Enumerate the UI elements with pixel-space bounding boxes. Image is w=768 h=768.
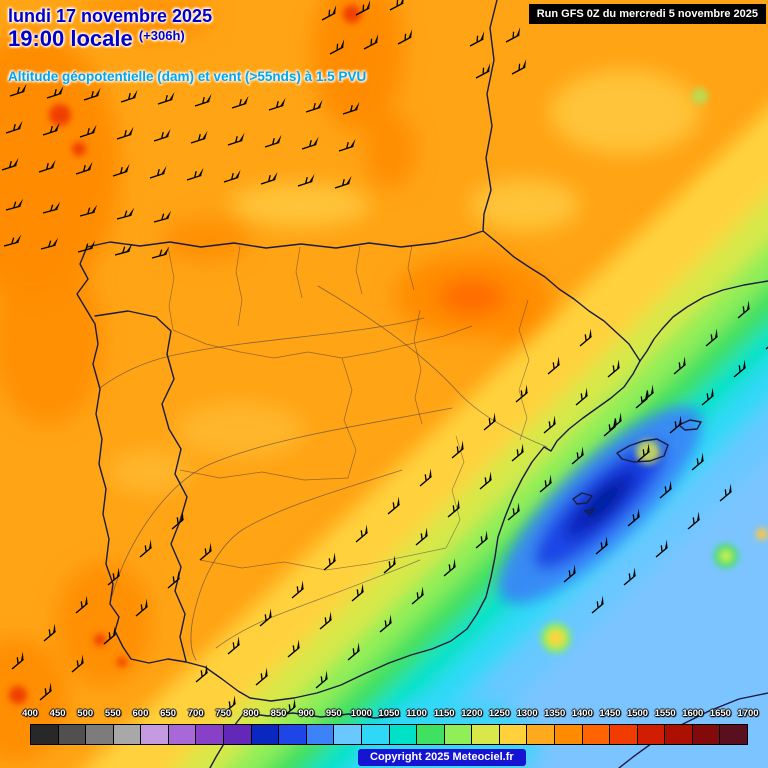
river-guadalquivir <box>215 559 421 649</box>
colorbar-cell <box>417 725 445 744</box>
colorbar-labels: 400 450 500 550 600 650 700 750 800 850 900 950 1000… <box>22 708 759 721</box>
forecast-date: lundi 17 novembre 2025 <box>8 6 213 26</box>
colorbar-value: 600 <box>132 708 149 719</box>
colorbar-cell <box>389 725 418 744</box>
colorbar-cell <box>554 725 583 744</box>
colorbar-value: 1600 <box>682 708 704 719</box>
island-menorca <box>678 419 702 431</box>
colorbar-cell <box>582 725 611 744</box>
colorbar: 400 450 500 550 600 650 700 750 800 850 900 950 1000… <box>22 708 759 750</box>
colorbar-cell <box>279 725 307 744</box>
coastline-iberia-france <box>76 0 768 702</box>
river-guadiana <box>190 469 403 661</box>
colorbar-value: 450 <box>49 708 66 719</box>
river-duero <box>99 317 425 389</box>
river-ebro <box>317 285 548 448</box>
colorbar-value: 1100 <box>406 708 427 719</box>
island-formentera <box>584 508 595 515</box>
colorbar-cell <box>472 725 500 744</box>
colorbar-value: 700 <box>187 708 204 719</box>
colorbar-cell <box>251 725 280 744</box>
colorbar-cell <box>527 725 555 744</box>
colorbar-value: 1200 <box>461 708 483 719</box>
colorbar-value: 850 <box>270 708 287 719</box>
colorbar-value: 550 <box>104 708 121 719</box>
copyright-badge: Copyright 2025 Meteociel.fr <box>358 749 526 766</box>
colorbar-value: 1550 <box>654 708 676 719</box>
colorbar-cell <box>334 725 362 744</box>
colorbar-cells <box>30 724 748 745</box>
colorbar-cell <box>361 725 390 744</box>
colorbar-cell <box>637 725 666 744</box>
forecast-time-local: 19:00 locale <box>8 26 133 51</box>
colorbar-value: 1700 <box>737 708 759 719</box>
colorbar-cell <box>58 725 87 744</box>
border-pyrenees <box>482 230 641 362</box>
model-run-info: Run GFS 0Z du mercredi 5 novembre 2025 <box>528 4 766 24</box>
colorbar-value: 650 <box>160 708 176 719</box>
colorbar-cell <box>168 725 197 744</box>
forecast-time: 19:00 locale (+306h) <box>8 26 185 52</box>
colorbar-value: 1250 <box>488 708 511 719</box>
rivers <box>99 285 548 661</box>
colorbar-cell <box>141 725 169 744</box>
province-borders <box>167 244 530 571</box>
colorbar-cell <box>665 725 693 744</box>
colorbar-cell <box>113 725 142 744</box>
colorbar-value: 800 <box>242 708 259 719</box>
map-parameter-title: Altitude géopotentielle (dam) et vent (>… <box>8 69 367 84</box>
colorbar-value: 1000 <box>350 708 372 719</box>
colorbar-value: 750 <box>215 708 232 719</box>
colorbar-cell <box>224 725 252 744</box>
colorbar-value: 1450 <box>599 708 621 719</box>
border-portugal-spain <box>94 310 188 662</box>
colorbar-value: 950 <box>325 708 342 719</box>
colorbar-cell <box>610 725 638 744</box>
colorbar-value: 1300 <box>516 708 538 719</box>
geopotential-red-spots <box>9 5 361 704</box>
island-ibiza <box>572 492 593 505</box>
colorbar-value: 1350 <box>544 708 566 719</box>
colorbar-cell <box>499 725 528 744</box>
river-tagus <box>111 407 453 597</box>
colorbar-cell <box>692 725 721 744</box>
colorbar-value: 1500 <box>626 708 649 719</box>
colorbar-cell <box>720 725 748 744</box>
colorbar-cell <box>306 725 335 744</box>
colorbar-cell <box>196 725 225 744</box>
colorbar-cell <box>31 725 59 744</box>
colorbar-cell <box>444 725 473 744</box>
colorbar-value: 1400 <box>571 708 593 719</box>
colorbar-value: 1650 <box>709 708 731 719</box>
colorbar-value: 400 <box>22 708 38 719</box>
colorbar-value: 500 <box>77 708 94 719</box>
colorbar-cell <box>86 725 114 744</box>
colorbar-value: 1050 <box>378 708 400 719</box>
colorbar-value: 900 <box>298 708 315 719</box>
forecast-hour-offset: (+306h) <box>138 28 185 43</box>
island-mallorca <box>616 438 669 463</box>
colorbar-value: 1150 <box>433 708 455 719</box>
